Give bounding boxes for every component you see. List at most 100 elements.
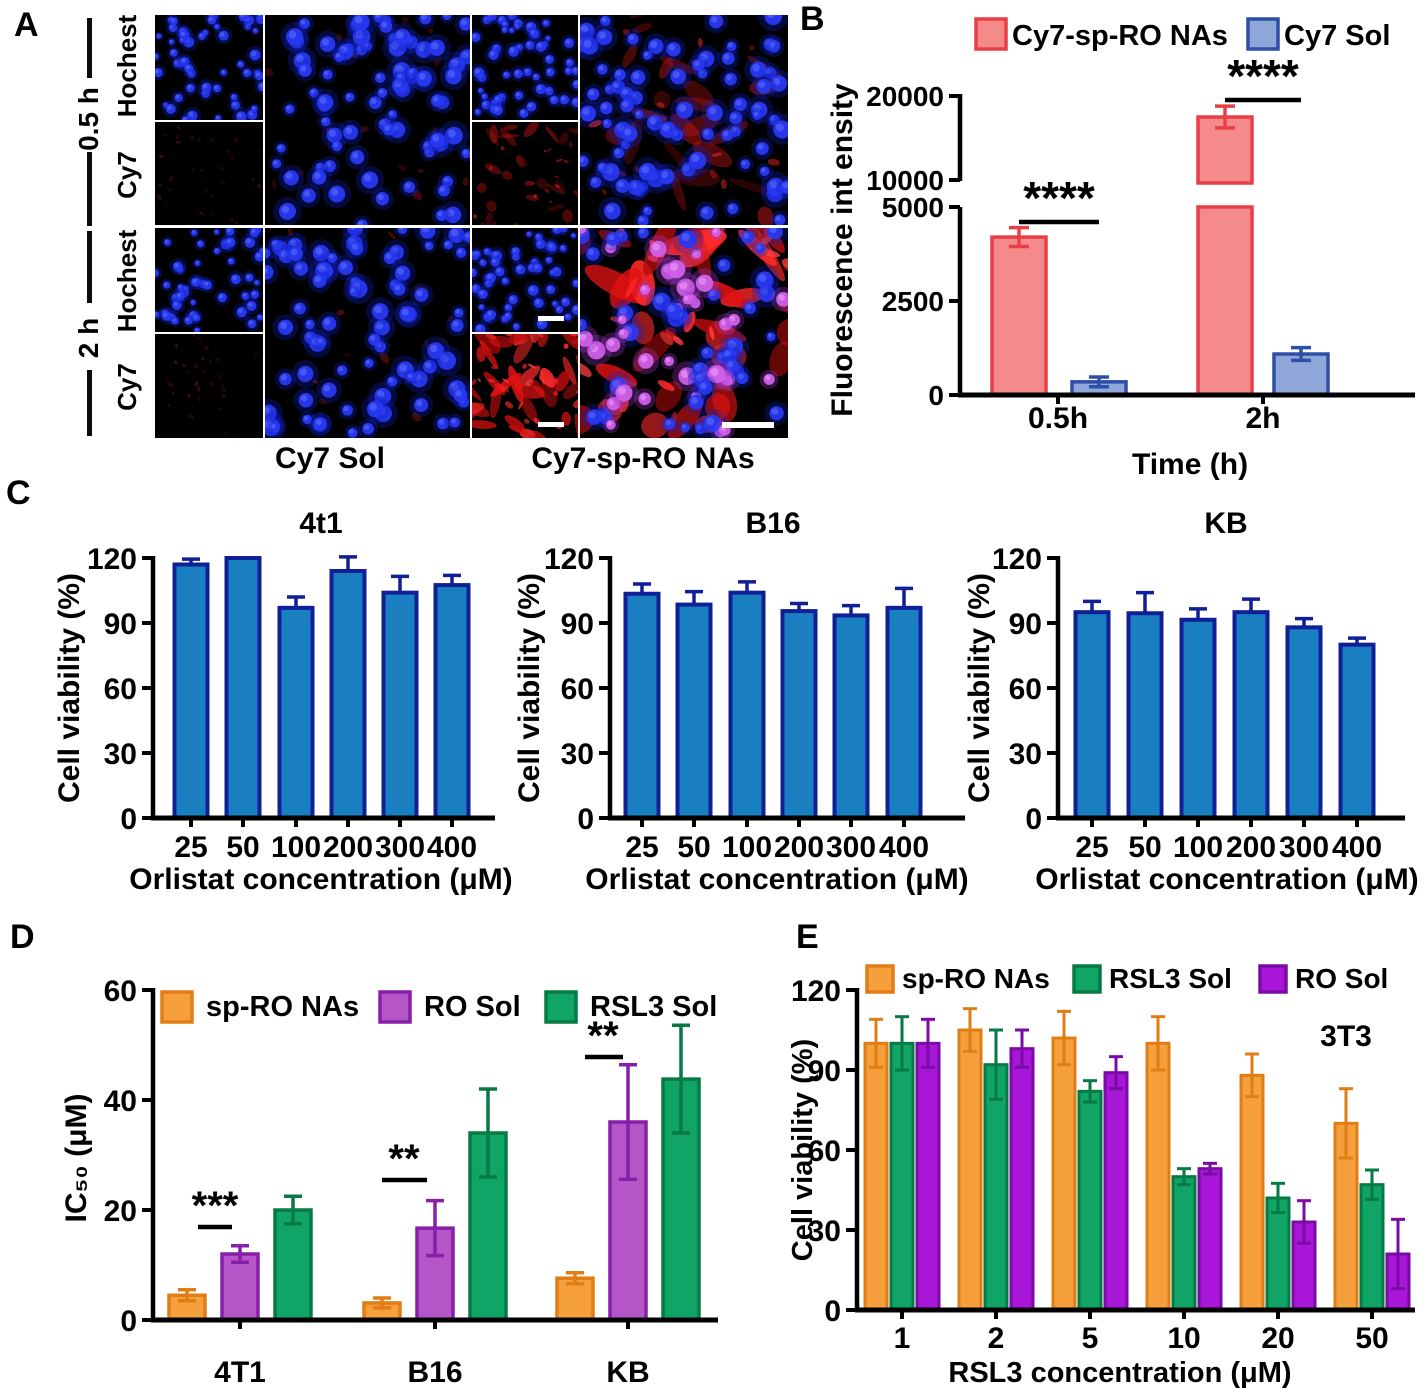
svg-text:100: 100 <box>722 831 772 864</box>
micro-tile-nas-05-hochest <box>472 15 578 120</box>
svg-text:4T1: 4T1 <box>214 1356 266 1388</box>
svg-text:B16: B16 <box>407 1356 462 1388</box>
micro-tile-sol-05-merged <box>265 15 470 225</box>
svg-text:200: 200 <box>323 831 373 864</box>
treatment-label-cy7-sp-ro-nas: Cy7-sp-RO NAs <box>531 442 755 475</box>
svg-text:Cell viability (%): Cell viability (%) <box>965 573 996 803</box>
svg-text:Orlistat concentration (μM): Orlistat concentration (μM) <box>1035 863 1418 896</box>
svg-text:120: 120 <box>791 975 841 1008</box>
micro-tile-nas-2-hochest <box>472 228 578 332</box>
micro-tile-sol-05-hochest <box>155 15 263 120</box>
svg-text:RSL3 Sol: RSL3 Sol <box>1109 963 1232 994</box>
svg-text:25: 25 <box>1075 831 1108 864</box>
svg-text:50: 50 <box>1355 1322 1388 1355</box>
micro-tile-nas-05-cy7 <box>472 122 578 225</box>
svg-text:300: 300 <box>826 831 876 864</box>
svg-text:Cy7-sp-RO NAs: Cy7-sp-RO NAs <box>1012 20 1228 52</box>
svg-text:0: 0 <box>577 803 594 836</box>
svg-text:IC₅₀ (μM): IC₅₀ (μM) <box>60 1094 93 1223</box>
svg-text:KB: KB <box>1204 507 1247 540</box>
svg-text:2h: 2h <box>1245 402 1280 435</box>
channel-label-hochest-2h: Hochest <box>111 229 142 333</box>
svg-text:300: 300 <box>1279 831 1329 864</box>
svg-text:60: 60 <box>104 673 137 706</box>
svg-text:sp-RO NAs: sp-RO NAs <box>206 991 359 1023</box>
svg-text:50: 50 <box>1128 831 1161 864</box>
svg-text:****: **** <box>1227 50 1299 102</box>
time-bracket-2h-lower <box>87 370 92 436</box>
chart-viability-b16: 0 30 60 90 120 25 50 100 200 300 400 B16 Cell viabil… <box>515 507 969 896</box>
treatment-label-cy7-sol: Cy7 Sol <box>274 442 386 475</box>
micro-tile-sol-2-merged <box>265 228 470 438</box>
svg-text:25: 25 <box>625 831 658 864</box>
svg-text:3T3: 3T3 <box>1320 1020 1372 1053</box>
svg-text:Cy7 Sol: Cy7 Sol <box>1284 20 1390 52</box>
svg-text:50: 50 <box>226 831 259 864</box>
svg-text:Orlistat concentration (μM): Orlistat concentration (μM) <box>585 863 968 896</box>
channel-label-hochest-05h: Hochest <box>111 14 142 118</box>
svg-text:RSL3 Sol: RSL3 Sol <box>590 991 717 1023</box>
svg-text:40: 40 <box>104 1085 137 1118</box>
svg-text:120: 120 <box>992 543 1042 576</box>
svg-text:120: 120 <box>87 543 137 576</box>
channel-label-cy7-2h: Cy7 <box>111 363 142 411</box>
svg-text:60: 60 <box>808 1135 841 1168</box>
svg-text:200: 200 <box>774 831 824 864</box>
svg-text:4t1: 4t1 <box>299 507 342 540</box>
svg-text:2: 2 <box>988 1322 1005 1355</box>
svg-text:Cell viability (%): Cell viability (%) <box>790 1039 819 1261</box>
svg-text:Orlistat concentration (μM): Orlistat concentration (μM) <box>129 863 512 896</box>
micro-tile-sol-2-hochest <box>155 228 263 332</box>
svg-text:0: 0 <box>1025 803 1042 836</box>
svg-text:30: 30 <box>1009 738 1042 771</box>
micro-tile-sol-2-cy7 <box>155 334 263 438</box>
svg-text:90: 90 <box>104 608 137 641</box>
panel-label-e: E <box>796 918 819 956</box>
svg-text:20: 20 <box>1261 1322 1294 1355</box>
micro-tile-nas-2-merged <box>580 228 788 438</box>
svg-text:B16: B16 <box>745 507 800 540</box>
time-bracket-05h-lower <box>87 152 92 226</box>
svg-text:400: 400 <box>879 831 929 864</box>
svg-text:0: 0 <box>824 1295 841 1328</box>
svg-text:20: 20 <box>104 1195 137 1228</box>
svg-text:90: 90 <box>808 1055 841 1088</box>
svg-text:2500: 2500 <box>882 286 944 317</box>
svg-text:RO Sol: RO Sol <box>424 991 521 1023</box>
micro-tile-nas-2-cy7 <box>472 334 578 438</box>
svg-text:30: 30 <box>808 1215 841 1248</box>
svg-text:sp-RO NAs: sp-RO NAs <box>902 963 1050 994</box>
panel-label-b: B <box>800 0 825 38</box>
svg-text:****: **** <box>1023 172 1095 224</box>
svg-text:RSL3 concentration (μM): RSL3 concentration (μM) <box>948 1357 1291 1388</box>
svg-text:5000: 5000 <box>882 192 944 223</box>
svg-text:60: 60 <box>104 975 137 1008</box>
svg-text:100: 100 <box>1173 831 1223 864</box>
channel-label-cy7-05h: Cy7 <box>111 151 142 199</box>
panel-label-a: A <box>14 6 39 44</box>
svg-text:90: 90 <box>1009 608 1042 641</box>
svg-text:1: 1 <box>894 1322 911 1355</box>
svg-text:400: 400 <box>427 831 477 864</box>
micro-tile-sol-05-cy7 <box>155 122 263 225</box>
time-bracket-05h-upper <box>87 18 92 78</box>
svg-text:***: *** <box>192 1184 239 1228</box>
svg-text:120: 120 <box>544 543 594 576</box>
chart-viability-kb: 0 30 60 90 120 25 50 100 200 300 400 KB Cell viabili… <box>965 507 1419 896</box>
svg-text:0.5h: 0.5h <box>1028 402 1088 435</box>
panel-label-d: D <box>10 918 35 956</box>
chart-ic50: 0 20 40 60 4T1 B16 KB IC₅₀ (μM) sp-RO NAs RO Sol R… <box>60 975 718 1388</box>
panel-label-c: C <box>6 474 31 512</box>
svg-text:20000: 20000 <box>866 81 944 112</box>
svg-text:**: ** <box>388 1137 420 1181</box>
svg-text:30: 30 <box>561 738 594 771</box>
chart-viability-4t1: 0 30 60 90 120 25 50 100 200 300 400 4t1 Cell viabil… <box>55 507 513 896</box>
svg-text:**: ** <box>587 1014 619 1058</box>
time-label-05h: 0.5 h <box>73 87 104 151</box>
svg-text:Fluorescence int ensity: Fluorescence int ensity <box>826 83 859 417</box>
svg-text:Cell viability (%): Cell viability (%) <box>55 573 86 803</box>
svg-text:60: 60 <box>1009 673 1042 706</box>
svg-text:RO Sol: RO Sol <box>1295 963 1388 994</box>
